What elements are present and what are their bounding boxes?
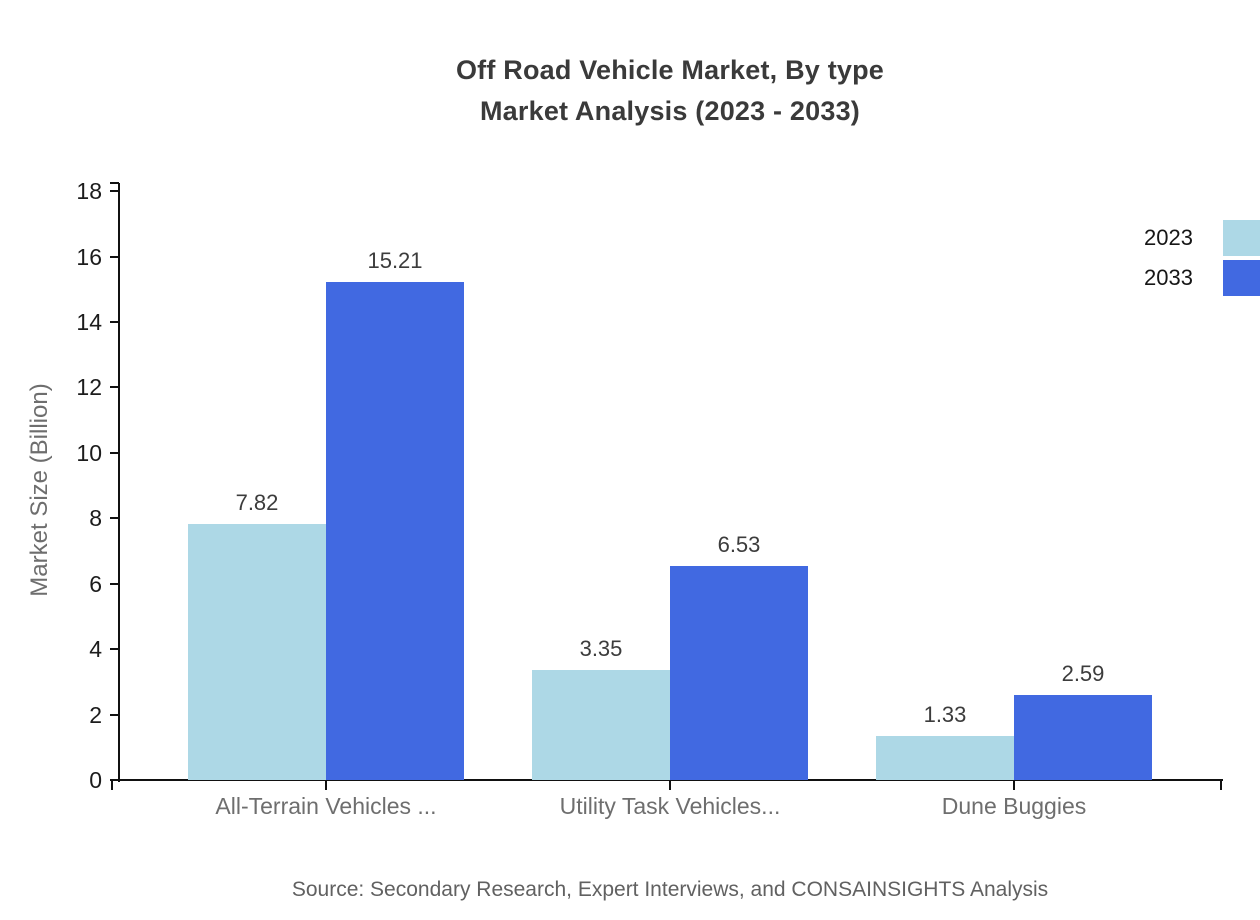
y-axis-line (118, 183, 120, 782)
value-label-2033-0: 15.21 (367, 248, 423, 273)
x-axis-line (110, 779, 1223, 781)
category-label-2: Dune Buggies (941, 793, 1087, 819)
bar-2033-2 (1014, 695, 1152, 780)
category-label-1: Utility Task Vehicles... (559, 793, 781, 819)
y-tick-16 (110, 256, 119, 258)
y-axis-title: Market Size (Billion) (26, 383, 53, 597)
y-tick-0 (110, 779, 119, 781)
category-label-0: All-Terrain Vehicles ... (215, 793, 437, 819)
y-tick-8 (110, 517, 119, 519)
x-axis-endcap-1 (1220, 780, 1222, 790)
value-label-2023-0: 7.82 (235, 490, 279, 515)
y-tick-label-4: 4 (89, 636, 102, 662)
x-axis-endcap-0 (111, 780, 113, 790)
x-tick-2 (1013, 780, 1015, 790)
y-tick-label-8: 8 (89, 505, 102, 531)
legend-swatch-2023 (1223, 220, 1260, 256)
bar-2033-1 (670, 566, 808, 780)
value-label-2023-2: 1.33 (923, 702, 967, 727)
y-tick-12 (110, 386, 119, 388)
value-label-2023-1: 3.35 (579, 636, 623, 661)
y-tick-18 (110, 190, 119, 192)
legend-label-2023: 2023 (1144, 225, 1193, 250)
bar-2023-0 (188, 524, 326, 780)
y-tick-label-16: 16 (76, 244, 102, 270)
chart-title-line1: Off Road Vehicle Market, By type (455, 55, 885, 85)
x-tick-0 (325, 780, 327, 790)
bar-2033-0 (326, 282, 464, 780)
y-tick-10 (110, 452, 119, 454)
value-label-2033-2: 2.59 (1061, 661, 1105, 686)
legend-label-2033: 2033 (1144, 265, 1193, 290)
y-tick-4 (110, 648, 119, 650)
y-tick-2 (110, 714, 119, 716)
y-tick-6 (110, 583, 119, 585)
bar-2023-1 (532, 670, 670, 780)
y-tick-14 (110, 321, 119, 323)
y-axis-endcap (110, 182, 119, 184)
source-note: Source: Secondary Research, Expert Inter… (291, 878, 1049, 901)
y-tick-label-10: 10 (76, 440, 102, 466)
bar-2023-2 (876, 736, 1014, 780)
x-tick-1 (669, 780, 671, 790)
y-tick-label-6: 6 (89, 571, 102, 597)
chart-title-line2: Market Analysis (2023 - 2033) (479, 96, 860, 126)
value-label-2033-1: 6.53 (717, 532, 761, 557)
chart-title: Off Road Vehicle Market, By type Market … (90, 50, 1250, 132)
y-tick-label-0: 0 (89, 767, 102, 793)
y-tick-label-12: 12 (76, 374, 102, 400)
y-tick-label-18: 18 (76, 178, 102, 204)
y-tick-label-2: 2 (89, 702, 102, 728)
y-tick-label-14: 14 (76, 309, 102, 335)
legend-swatch-2033 (1223, 260, 1260, 296)
